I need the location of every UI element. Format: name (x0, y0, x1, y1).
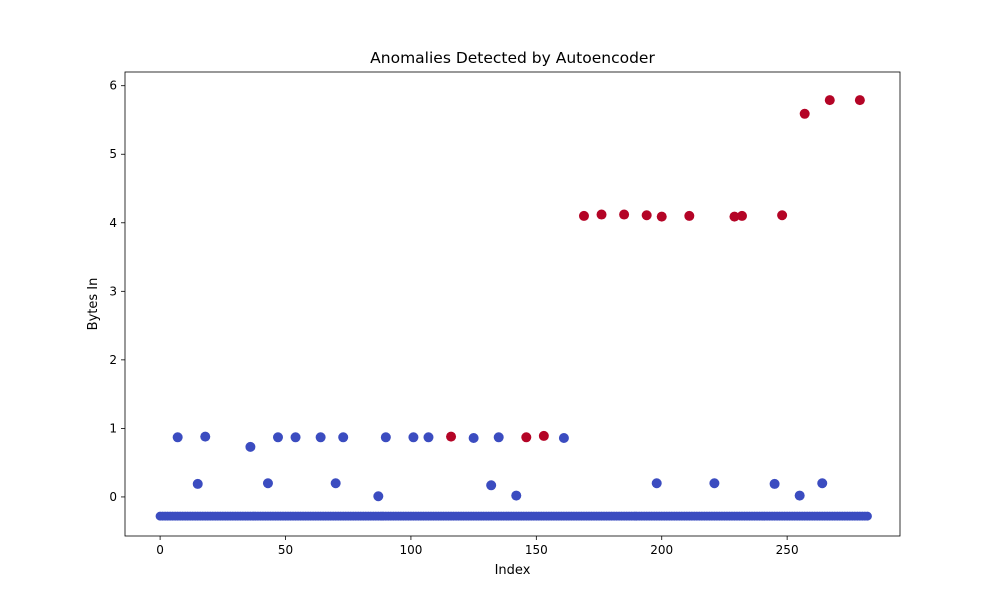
normal-point (769, 478, 780, 489)
x-axis-label: Index (495, 563, 531, 578)
normal-point (423, 432, 434, 443)
y-tick-label: 3 (109, 284, 117, 298)
anomaly-point (799, 108, 810, 119)
anomaly-point (521, 432, 532, 443)
normal-point (468, 432, 479, 443)
normal-point (558, 432, 569, 443)
normal-point (200, 431, 211, 442)
x-tick-label: 150 (525, 543, 548, 557)
normal-point (373, 491, 384, 502)
normal-point (172, 432, 183, 443)
normal-point (408, 432, 419, 443)
y-tick-label: 5 (109, 147, 117, 161)
normal-point (272, 432, 283, 443)
x-tick-label: 50 (278, 543, 293, 557)
y-tick-label: 0 (109, 490, 117, 504)
axis-ticks: 0 50 100 150 200 250 0 1 2 3 4 5 6 (109, 79, 798, 557)
anomaly-point (538, 430, 549, 441)
normal-point (338, 432, 349, 443)
anomaly-point (684, 210, 695, 221)
baseline-point (862, 511, 872, 521)
y-tick-label: 4 (109, 216, 117, 230)
normal-point (493, 432, 504, 443)
x-tick-label: 200 (650, 543, 673, 557)
y-axis-label: Bytes In (86, 278, 101, 331)
normal-point (290, 432, 301, 443)
anomaly-point (578, 210, 589, 221)
normal-point (511, 490, 522, 501)
chart-title: Anomalies Detected by Autoencoder (370, 49, 655, 67)
normal-point (262, 478, 273, 489)
y-tick-label: 2 (109, 353, 117, 367)
normal-point (192, 478, 203, 489)
normal-point (651, 478, 662, 489)
anomaly-point (854, 95, 865, 106)
normal-point (245, 441, 256, 452)
anomaly-point (619, 209, 630, 220)
normal-point (486, 480, 497, 491)
y-tick-label: 1 (109, 421, 117, 435)
anomaly-point (736, 210, 747, 221)
anomaly-point (729, 211, 740, 222)
anomaly-point (656, 211, 667, 222)
chart-marks (155, 95, 872, 521)
y-tick-label: 6 (109, 79, 117, 93)
normal-point (330, 478, 341, 489)
x-tick-label: 250 (776, 543, 799, 557)
plot-frame (124, 71, 901, 537)
x-tick-label: 100 (399, 543, 422, 557)
anomaly-point (824, 95, 835, 106)
normal-point (380, 432, 391, 443)
anomaly-point (446, 431, 457, 442)
x-tick-label: 0 (156, 543, 164, 557)
anomaly-point (641, 210, 652, 221)
anomaly-point (596, 209, 607, 220)
normal-point (709, 478, 720, 489)
normal-point (315, 432, 326, 443)
anomaly-point (777, 210, 788, 221)
normal-point (817, 478, 828, 489)
normal-point (794, 490, 805, 501)
